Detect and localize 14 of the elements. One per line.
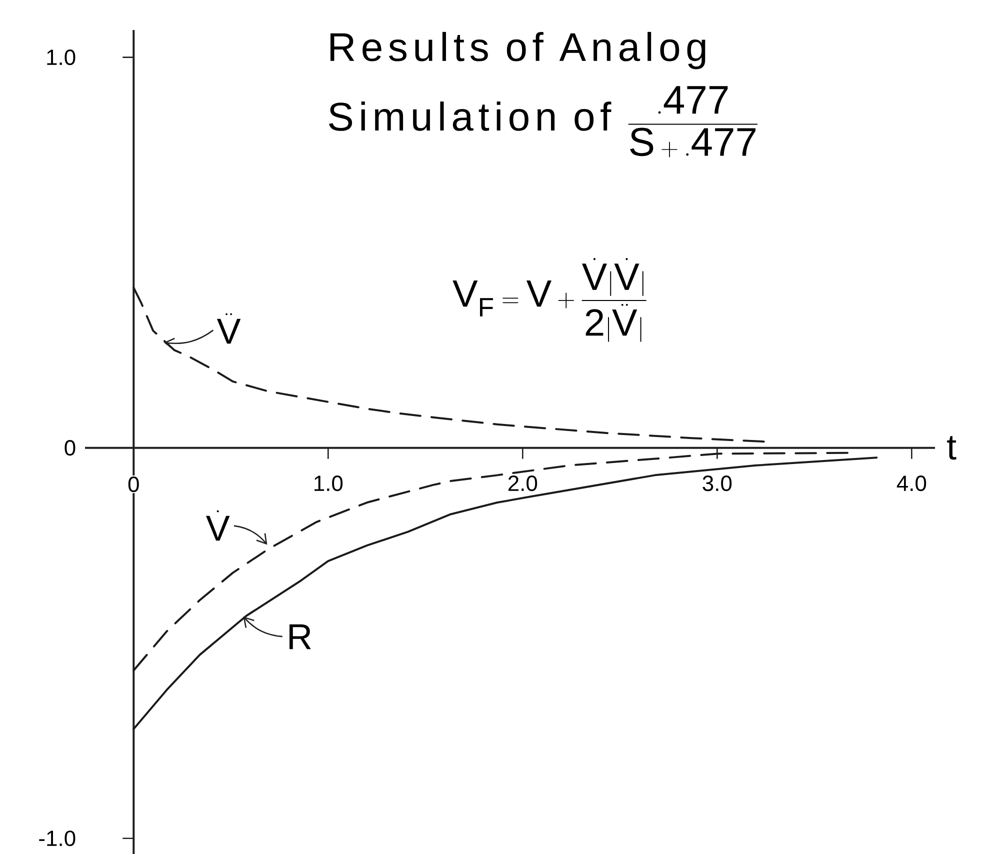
x-tick-label: 2.0 (508, 476, 538, 492)
annotation: $\dot{V}$ (206, 510, 230, 541)
x-axis-title: t (947, 436, 956, 460)
y-tick-label: -1.0 (39, 830, 76, 846)
annotation: $R$ (290, 624, 311, 650)
x-tick-label: 3.0 (702, 476, 732, 492)
x-tick-label: 1.0 (314, 476, 343, 492)
annotation: $\ddot{V}$ (216, 313, 241, 344)
annotation: $V_F = V + \frac{\dot{V}|\dot{V}|}{2|\ddot{V}|}$ (452, 258, 646, 342)
x-tick-label: 0 (128, 476, 139, 492)
y-tick-label: 1.0 (47, 50, 76, 66)
y-tick-label: 0 (64, 440, 76, 456)
text: $\begin{array}{l}\text{Results of Analog}\\ \text{Simulation of }\dfrac{.477}{S+.477}\end{array}$ (329, 32, 758, 158)
x-tick-label: 4.0 (896, 476, 926, 492)
